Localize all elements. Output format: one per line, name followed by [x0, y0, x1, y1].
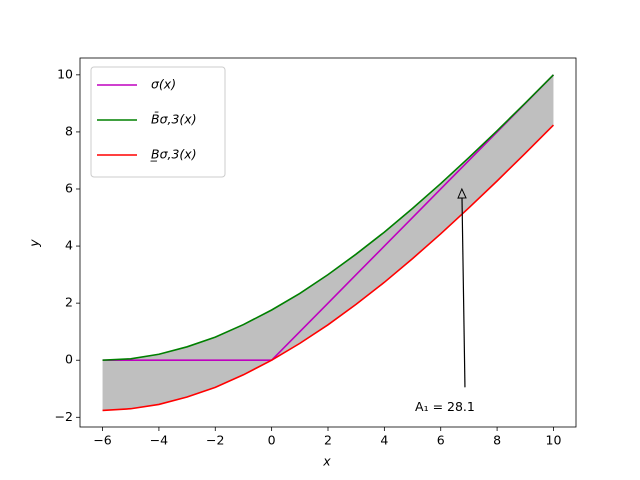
x-tick-label: −4: [150, 433, 168, 448]
y-tick-label: 0: [65, 352, 73, 367]
y-tick-label: 6: [65, 180, 73, 195]
legend-box: [90, 66, 226, 178]
x-tick-label: 2: [324, 433, 332, 448]
x-axis-label: x: [322, 454, 331, 469]
y-tick-label: 10: [57, 66, 73, 81]
series-line: [102, 74, 555, 362]
annotation-text: A₁ = 28.1: [415, 399, 475, 414]
x-tick-label: 4: [380, 433, 388, 448]
legend-label: B̲σ,3(x): [150, 147, 197, 162]
series-line: [102, 74, 555, 362]
x-tick-label: 8: [493, 433, 501, 448]
y-tick-label: 4: [65, 238, 73, 253]
band-fill: [102, 74, 554, 411]
x-tick-label: −6: [93, 433, 111, 448]
y-tick-label: 8: [65, 123, 73, 138]
y-tick-label: −2: [55, 409, 73, 424]
series-line: [102, 124, 555, 412]
x-tick-label: −2: [206, 433, 224, 448]
legend-label: σ(x): [151, 77, 176, 92]
annotation-arrowhead: [457, 187, 467, 199]
x-tick-label: 10: [546, 433, 562, 448]
y-tick-label: 2: [65, 295, 73, 310]
legend-label: B̄σ,3(x): [151, 112, 197, 127]
y-axis-label: y: [27, 239, 42, 248]
x-tick-label: 6: [437, 433, 445, 448]
annotation-arrow: [461, 197, 466, 388]
x-tick-label: 0: [268, 433, 276, 448]
